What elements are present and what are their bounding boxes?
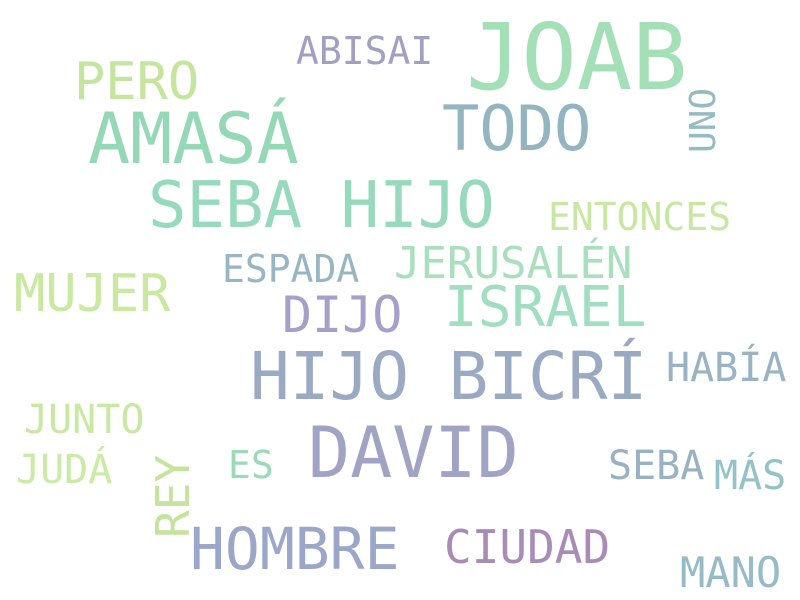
word-abisai: ABISAI [296, 29, 434, 73]
word-david: DAVID [308, 412, 519, 494]
word-es: ES [228, 443, 274, 487]
word-entonces: ENTONCES [548, 195, 732, 239]
word-seba: SEBA [608, 443, 705, 489]
word-ciudad: CIUDAD [444, 520, 611, 574]
word-joab: JOAB [466, 4, 688, 111]
word-pero: PERO [74, 52, 200, 112]
word-dijo: DIJO [282, 286, 403, 344]
word-todo: TODO [442, 92, 592, 165]
word-israel: ISRAEL [444, 275, 647, 340]
word-jerusalen: JERUSALÉN [394, 238, 633, 289]
word-hijo-bicri: HIJO BICRÍ [250, 338, 648, 415]
word-habia: HABÍA [666, 345, 787, 391]
word-mujer: MUJER [14, 264, 171, 324]
word-juda: JUDÁ [16, 447, 113, 493]
word-mano: MANO [680, 548, 782, 597]
word-amasa: AMASÁ [88, 98, 299, 180]
word-espada: ESPADA [222, 247, 360, 291]
word-hombre: HOMBRE [190, 515, 400, 583]
word-mas: MÁS [714, 453, 787, 499]
word-junto: JUNTO [24, 397, 145, 443]
word-seba-hijo: SEBA HIJO [148, 169, 495, 243]
word-uno: UNO [683, 87, 724, 153]
